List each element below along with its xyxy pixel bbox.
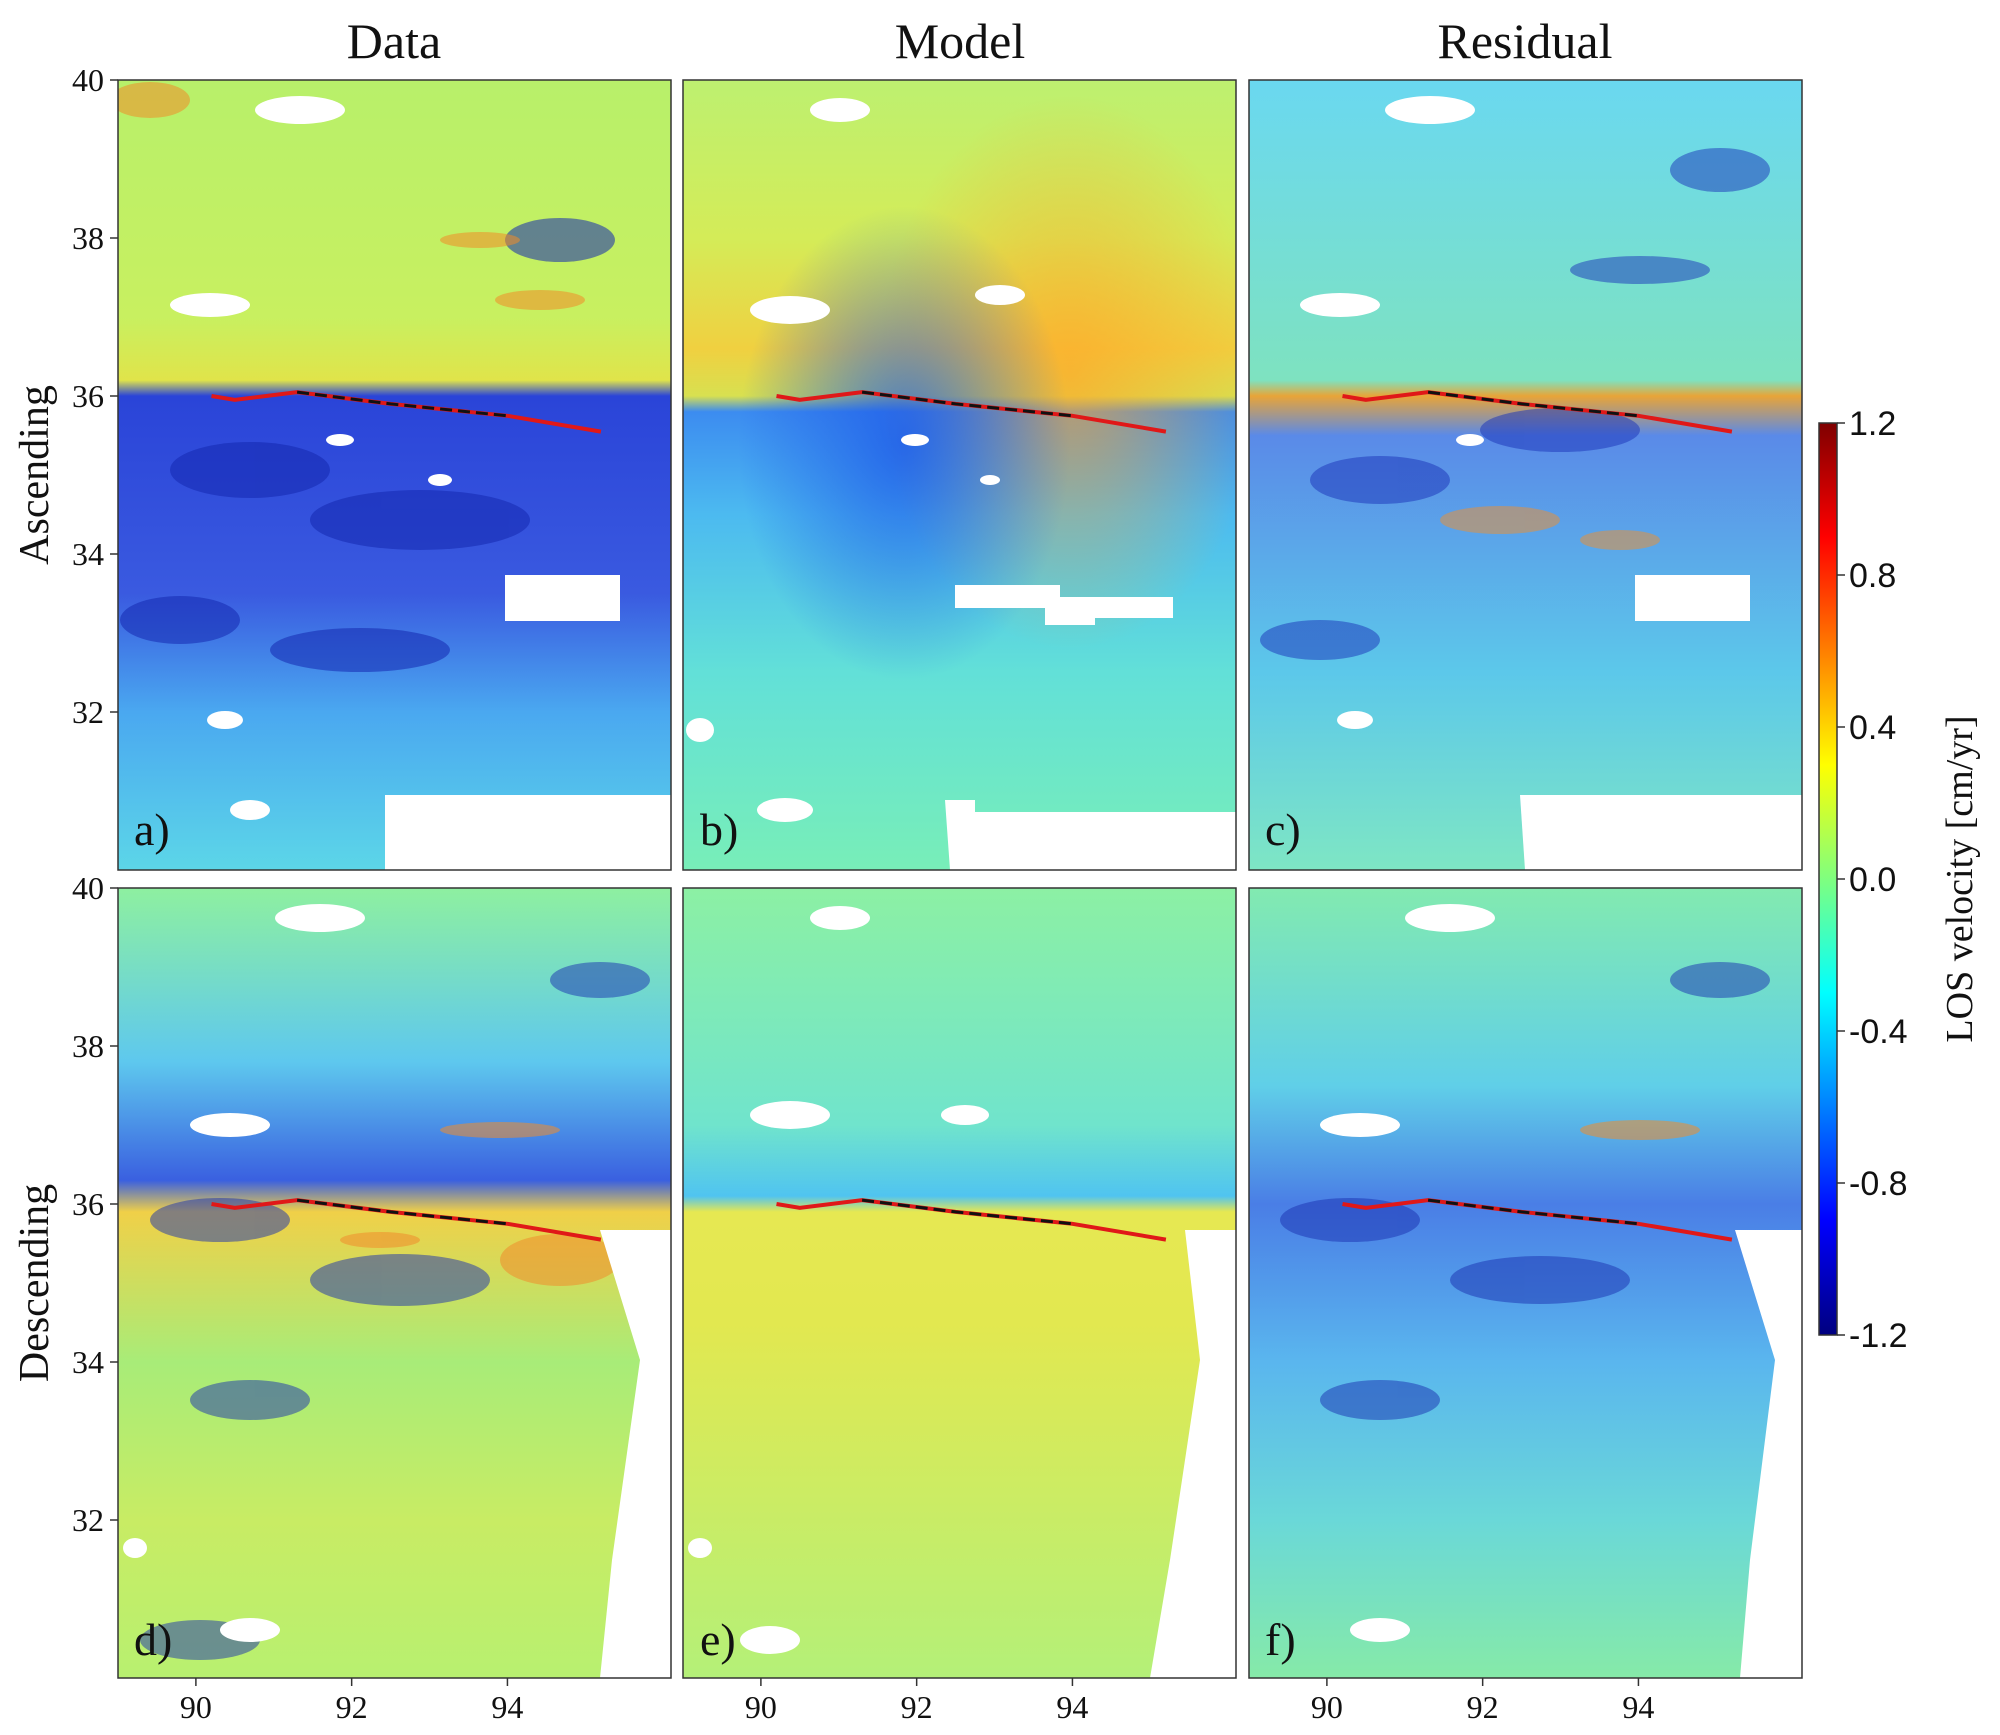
x-tick-label: 94 <box>491 1689 523 1725</box>
panel-label-e: e) <box>700 1614 736 1665</box>
panel-label-d: d) <box>134 1614 172 1665</box>
colorbar-tick-label: -0.4 <box>1849 1013 1908 1051</box>
panel-c-frame <box>1248 79 1803 871</box>
colorbar-tick-label: 0.0 <box>1849 861 1896 899</box>
colorbar-label: LOS velocity [cm/yr] <box>1939 715 1981 1042</box>
column-title-model: Model <box>895 13 1026 69</box>
fault-traces <box>211 390 1733 1242</box>
y-tick-label: 38 <box>72 220 104 256</box>
panel-label-a: a) <box>134 804 170 855</box>
y-tick-label: 38 <box>72 1028 104 1064</box>
column-title-residual: Residual <box>1438 13 1613 69</box>
panel-b-frame <box>682 79 1237 871</box>
colorbar-tick-label: 0.8 <box>1849 557 1896 595</box>
y-tick-label: 34 <box>72 536 104 572</box>
x-tick-label: 94 <box>1622 1689 1654 1725</box>
fault-dashed-c <box>1427 390 1639 418</box>
row-title-ascending: Ascending <box>12 385 58 565</box>
y-tick-label: 32 <box>72 1502 104 1538</box>
fault-dashed-d <box>296 1198 508 1226</box>
panel-f <box>1249 888 1802 1678</box>
x-tick-label: 94 <box>1056 1689 1088 1725</box>
fault-dashed-f <box>1427 1198 1639 1226</box>
row-title-descending: Descending <box>12 1184 58 1382</box>
column-title-data: Data <box>347 13 441 69</box>
axis-ticks: 40 38 36 34 32 40 38 36 34 32 90 92 94 90 92 94 90 92 94 <box>72 62 1654 1725</box>
colorbar: 1.2 0.8 0.4 0.0 -0.4 -0.8 -1.2 LOS velocity [c… <box>1818 405 1981 1355</box>
y-tick-label: 40 <box>72 62 104 98</box>
x-tick-label: 92 <box>1467 1689 1499 1725</box>
panel-d-frame <box>117 887 672 1679</box>
panel-d <box>118 888 671 1678</box>
y-tick-label: 36 <box>72 378 104 414</box>
fault-dashed-a <box>296 390 508 418</box>
fault-dashed-e <box>861 1198 1073 1226</box>
panel-c <box>1249 80 1802 870</box>
y-tick-label: 36 <box>72 1186 104 1222</box>
colorbar-tick-label: -1.2 <box>1849 1317 1908 1355</box>
panel-e-frame <box>682 887 1237 1679</box>
colorbar-ramp <box>1818 422 1838 1336</box>
colorbar-tick-label: 0.4 <box>1849 709 1896 747</box>
colorbar-ticks: 1.2 0.8 0.4 0.0 -0.4 -0.8 -1.2 <box>1837 405 1908 1355</box>
fault-dashed-b <box>861 390 1073 418</box>
x-tick-label: 90 <box>1311 1689 1343 1725</box>
panel-a <box>118 80 671 870</box>
y-tick-label: 34 <box>72 1344 104 1380</box>
panel-b <box>683 80 1236 870</box>
colorbar-tick-label: 1.2 <box>1849 405 1896 443</box>
x-tick-label: 92 <box>336 1689 368 1725</box>
panel-f-frame <box>1248 887 1803 1679</box>
panel-a-frame <box>117 79 672 871</box>
y-tick-label: 40 <box>72 870 104 906</box>
panel-label-b: b) <box>700 804 738 855</box>
x-tick-label: 92 <box>901 1689 933 1725</box>
x-tick-label: 90 <box>745 1689 777 1725</box>
y-tick-label: 32 <box>72 694 104 730</box>
x-tick-label: 90 <box>180 1689 212 1725</box>
panel-label-c: c) <box>1265 804 1301 855</box>
panel-label-f: f) <box>1265 1614 1296 1665</box>
colorbar-tick-label: -0.8 <box>1849 1165 1908 1203</box>
panel-e <box>683 888 1236 1678</box>
